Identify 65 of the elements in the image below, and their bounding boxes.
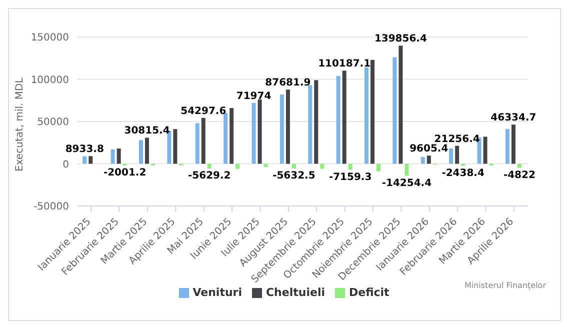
data-label: 54297.6 [180,106,226,117]
bar [195,123,200,164]
y-tick-label: 0 [62,159,69,170]
bar [230,108,234,164]
bar [236,164,240,169]
data-label: -2001.2 [103,167,146,178]
bar [511,124,516,164]
bar [336,76,340,164]
data-label: -7159.3 [328,172,372,183]
bar [320,164,324,169]
bar [483,136,488,164]
bar [110,149,115,164]
bar [404,164,409,176]
data-label: -2438.4 [442,168,484,179]
bar [201,118,206,164]
y-tick-label: 150000 [30,32,69,44]
bar [139,140,144,164]
bar [449,148,454,164]
bar [370,60,375,164]
data-label: 110187.1 [318,58,371,70]
bar [116,148,121,164]
bar [286,90,290,164]
legend-label: Venituri [192,286,242,299]
bar [392,57,397,164]
y-axis-title: Executat, mil. MDL [14,77,26,172]
data-label: -5632.5 [272,170,316,182]
bar [376,164,381,172]
bar [258,100,262,164]
bar [342,70,346,164]
data-label: -14254.4 [382,178,432,189]
data-label: 71974 [236,90,272,102]
bar [314,80,318,164]
data-label: 8933.8 [65,144,104,156]
bar [348,164,352,170]
bar [364,67,369,164]
bar [426,156,431,164]
bar [88,156,93,164]
bar [308,85,312,164]
bar [280,94,284,164]
data-label: 30815.4 [124,126,170,137]
bar [224,113,228,164]
data-label: 87681.9 [265,78,311,89]
y-tick-label: 100000 [30,74,69,86]
bar [455,146,460,164]
bar [207,164,212,169]
bar [517,164,522,168]
bar [505,129,510,164]
data-label: 139856.4 [374,34,427,45]
data-label: -4822 [503,170,536,181]
legend-label: Cheltuieli [266,286,325,299]
bar [398,46,403,164]
bar [82,156,87,164]
bar [173,129,178,164]
data-label: 21256.4 [434,134,480,145]
data-label: 46334.7 [490,112,536,124]
bar [292,164,296,169]
legend-label: Deficit [348,286,390,299]
y-tick-label: -50000 [34,202,69,213]
data-label: 9605.4 [410,144,448,155]
text: Ministerul Finanțelor [464,281,546,290]
data-label: -5629.2 [188,170,231,182]
bar [145,138,150,164]
y-tick-label: 50000 [37,117,69,128]
bar [420,156,425,164]
bar [252,102,256,164]
